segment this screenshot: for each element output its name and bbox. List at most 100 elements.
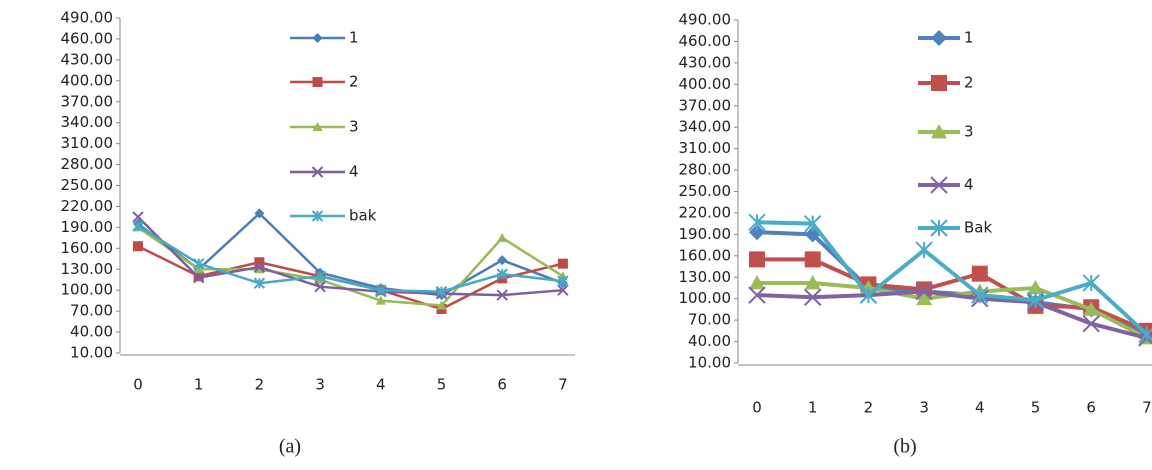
y-tick-label: 490.00 xyxy=(679,11,732,29)
y-tick-label: 130.00 xyxy=(61,260,114,278)
x-tick-label: 6 xyxy=(497,376,507,394)
y-tick-label: 370.00 xyxy=(61,92,114,110)
y-tick-label: 70.00 xyxy=(70,302,113,320)
y-tick-label: 190.00 xyxy=(61,218,114,236)
marker xyxy=(436,300,447,310)
y-tick-label: 10.00 xyxy=(688,354,731,372)
y-tick-label: 220.00 xyxy=(679,203,732,221)
marker xyxy=(859,286,878,304)
y-tick-label: 340.00 xyxy=(679,118,732,136)
y-tick-label: 10.00 xyxy=(70,344,113,362)
marker xyxy=(804,251,821,268)
marker xyxy=(803,214,822,233)
marker xyxy=(375,295,386,305)
marker xyxy=(1138,325,1152,344)
series-line xyxy=(756,220,1149,336)
y-tick-label: 310.00 xyxy=(679,139,732,157)
legend-marker xyxy=(312,77,323,87)
y-tick-label: 70.00 xyxy=(688,311,731,329)
legend-label: 3 xyxy=(349,118,359,136)
legend-marker xyxy=(930,219,948,237)
series-line xyxy=(137,216,564,297)
y-tick-label: 280.00 xyxy=(61,155,114,173)
marker xyxy=(254,208,265,219)
marker xyxy=(748,286,766,304)
y-tick-label: 100.00 xyxy=(679,289,732,307)
legend-label: 4 xyxy=(964,176,974,194)
marker xyxy=(749,274,765,290)
chart: 10.00 40.00 70.00 100.00 130.00 160.00 190.00 2… xyxy=(61,9,575,458)
marker xyxy=(253,261,266,273)
legend-marker xyxy=(311,210,324,222)
x-tick-label: 6 xyxy=(1086,399,1096,417)
x-tick-label: 5 xyxy=(1031,399,1041,417)
legend-label: 4 xyxy=(349,163,359,181)
y-tick-label: 460.00 xyxy=(679,32,732,50)
marker xyxy=(132,211,144,223)
marker xyxy=(253,277,266,289)
x-tick-label: 7 xyxy=(1142,399,1152,417)
legend-label: 3 xyxy=(964,123,974,141)
y-tick-label: 400.00 xyxy=(61,71,114,89)
x-tick-label: 1 xyxy=(808,399,818,417)
marker xyxy=(915,282,933,301)
marker xyxy=(1082,274,1100,292)
y-tick-label: 310.00 xyxy=(61,134,114,152)
y-tick-label: 40.00 xyxy=(70,323,113,341)
x-tick-label: 4 xyxy=(975,399,985,417)
y-tick-label: 430.00 xyxy=(61,50,114,68)
y-tick-label: 250.00 xyxy=(61,176,114,194)
y-tick-label: 100.00 xyxy=(61,281,114,299)
y-tick-label: 370.00 xyxy=(679,96,732,114)
legend-label: 1 xyxy=(349,29,359,47)
marker xyxy=(748,213,766,231)
marker xyxy=(971,286,989,304)
marker xyxy=(497,232,508,242)
x-tick-label: 0 xyxy=(752,399,762,417)
y-tick-label: 220.00 xyxy=(61,197,114,215)
legend-marker xyxy=(930,176,948,194)
series-line xyxy=(137,224,564,293)
chart: 10.00 40.00 70.00 100.00 130.00 160.00 190.00 2… xyxy=(679,11,1152,458)
marker xyxy=(803,288,822,306)
series-line xyxy=(756,289,1148,340)
y-tick-label: 160.00 xyxy=(679,246,732,264)
marker xyxy=(557,284,569,296)
x-tick-label: 2 xyxy=(255,376,265,394)
marker xyxy=(915,241,933,259)
marker xyxy=(804,274,821,290)
y-tick-label: 490.00 xyxy=(61,9,114,27)
marker xyxy=(557,258,568,269)
marker xyxy=(375,284,387,296)
x-tick-label: 5 xyxy=(437,376,447,394)
marker xyxy=(916,290,933,306)
x-tick-label: 1 xyxy=(194,376,204,394)
marker xyxy=(132,220,144,232)
marker xyxy=(557,275,569,287)
legend-label: 2 xyxy=(349,73,359,91)
marker xyxy=(1082,314,1100,333)
x-tick-label: 7 xyxy=(558,376,568,394)
legend-marker xyxy=(931,75,947,91)
y-tick-label: 160.00 xyxy=(61,239,114,257)
y-tick-label: 400.00 xyxy=(679,75,732,93)
x-tick-label: 2 xyxy=(864,399,874,417)
marker xyxy=(1027,279,1044,295)
x-tick-label: 0 xyxy=(133,376,143,394)
y-tick-label: 130.00 xyxy=(679,268,732,286)
marker xyxy=(496,289,508,301)
y-tick-label: 460.00 xyxy=(61,29,114,47)
marker xyxy=(749,251,765,268)
x-tick-label: 4 xyxy=(376,376,386,394)
y-tick-label: 190.00 xyxy=(679,225,732,243)
x-tick-label: 3 xyxy=(315,376,325,394)
marker xyxy=(1083,301,1100,316)
caption: (b) xyxy=(893,436,916,458)
y-tick-label: 250.00 xyxy=(679,182,732,200)
legend-label: Bak xyxy=(964,219,992,237)
y-tick-label: 340.00 xyxy=(61,113,114,131)
legend-marker xyxy=(312,33,323,43)
caption: (a) xyxy=(279,436,301,458)
marker xyxy=(254,257,265,268)
